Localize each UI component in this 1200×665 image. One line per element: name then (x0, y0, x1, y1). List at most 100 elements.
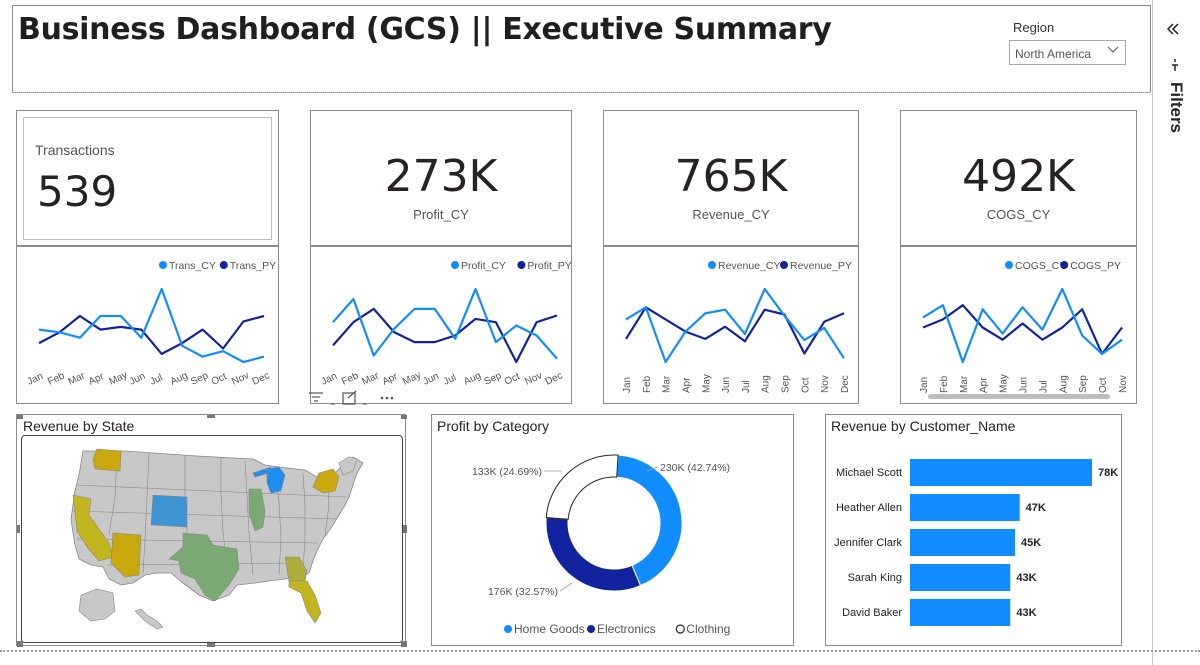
state-illinois[interactable] (248, 488, 266, 532)
resize-handles[interactable] (17, 415, 407, 647)
state-alaska (78, 588, 116, 622)
series-line-cogs_py[interactable] (922, 304, 1123, 356)
leader-line (559, 582, 573, 592)
legend-label: Trans_CY (169, 260, 216, 272)
filter-icon[interactable] (1169, 58, 1181, 72)
line-chart-svg[interactable]: COGS_CY COGS_PY Jan Feb Mar Apr May Jun Jul Aug Se… (901, 247, 1138, 405)
more-options-icon[interactable] (380, 396, 394, 400)
legend-dot (780, 261, 788, 269)
profit-by-category-card[interactable]: Profit by Category 230K (42.74%) 176K (32… (431, 414, 794, 646)
legend-label[interactable]: Electronics (597, 622, 656, 636)
map-selection-frame (21, 435, 403, 643)
kpi-value: 273K (384, 151, 498, 202)
region-label: Region (1013, 20, 1055, 35)
series-line-revenue_py[interactable] (625, 306, 845, 355)
focus-mode-icon[interactable] (342, 390, 357, 405)
bar-chart-title: Revenue by Customer_Name (831, 418, 1016, 434)
state-colorado[interactable] (150, 494, 188, 528)
legend-dot (451, 261, 459, 269)
bar-category-label: Heather Allen (836, 502, 902, 514)
legend-dot (1060, 261, 1069, 269)
x-tick-label: May (107, 370, 129, 388)
line-chart-svg[interactable]: Revenue_CY Revenue_PY Jan Feb Mar Apr May Jun Ju… (604, 247, 860, 405)
x-tick-label: Apr (87, 371, 106, 388)
legend-label: COGS_CY (1015, 260, 1066, 272)
x-tick-label: Aug (761, 375, 772, 393)
x-tick-label: Jun (721, 377, 732, 393)
state-georgia[interactable] (284, 556, 308, 582)
collapse-chevrons-icon[interactable] (1166, 22, 1180, 36)
donut-slice-clothing[interactable] (545, 454, 619, 520)
x-tick-label: Feb (340, 370, 361, 387)
state-hawaii (134, 608, 164, 630)
kpi-card-cogs[interactable]: 492K COGS_CY (900, 110, 1137, 246)
state-arizona[interactable] (110, 532, 142, 578)
x-tick-label: Nov (523, 370, 544, 387)
bar-chart[interactable]: Michael Scott 78K Heather Allen 47K Jennifer… (826, 415, 1123, 647)
bar-jennifer-clark[interactable] (910, 529, 1015, 556)
divider (12, 92, 1151, 93)
series-line-revenue_cy[interactable] (625, 287, 845, 364)
donut-title: Profit by Category (437, 418, 550, 434)
bar-data-label: 43K (1016, 607, 1036, 619)
cogs-line-chart[interactable]: COGS_CY COGS_PY Jan Feb Mar Apr May Jun Jul Aug Se… (900, 246, 1137, 404)
x-tick-label: Jul (148, 372, 164, 387)
horizontal-scrollbar[interactable] (928, 394, 1110, 399)
state-florida[interactable] (288, 580, 322, 624)
legend-label[interactable]: Home Goods (514, 622, 585, 636)
filters-label: Filters (1167, 82, 1186, 134)
filter-lines-icon[interactable] (309, 392, 323, 402)
revenue-by-customer-card[interactable]: Revenue by Customer_Name Michael Scott 78… (825, 414, 1122, 646)
kpi-card-revenue[interactable]: 765K Revenue_CY (603, 110, 859, 246)
bar-data-label: 47K (1026, 502, 1046, 514)
state-washington[interactable] (92, 448, 122, 472)
donut-slice-electronics[interactable] (545, 517, 642, 592)
series-line-trans_py[interactable] (38, 314, 265, 356)
x-tick-label: Oct (1098, 377, 1109, 393)
series-line-trans_cy[interactable] (38, 287, 265, 364)
series-line-profit_cy[interactable] (332, 287, 558, 360)
kpi-card-profit[interactable]: 273K Profit_CY (310, 110, 572, 246)
series-line-cogs_cy[interactable] (922, 287, 1123, 364)
donut-slice-home-goods[interactable] (616, 454, 683, 587)
x-tick-label: Dec (840, 375, 851, 393)
x-tick-label: Apr (681, 377, 692, 393)
trans-line-chart[interactable]: Trans_CY Trans_PY Jan Feb Mar Apr May Jun Jul Aug… (16, 246, 279, 404)
x-tick-label: Jul (1038, 380, 1049, 393)
page-bottom-divider (0, 650, 1200, 652)
us-map[interactable] (17, 415, 407, 647)
chevron-down-icon (1107, 46, 1119, 53)
donut-chart[interactable]: 230K (42.74%) 176K (32.57%) 133K (24.69%) H… (432, 415, 795, 647)
state-texas[interactable] (168, 532, 240, 602)
region-dropdown[interactable]: North America (1009, 40, 1126, 65)
series-line-profit_py[interactable] (332, 307, 558, 364)
profit-line-chart[interactable]: Profit_CY Profit_PY Jan Feb Mar Apr May Jun Jul A… (310, 246, 572, 404)
state-new-york[interactable] (312, 468, 340, 494)
kpi-card-transactions[interactable]: Transactions 539 (16, 110, 279, 246)
x-tick-label: Nov (230, 370, 251, 387)
state-michigan[interactable] (252, 466, 286, 494)
bar-sarah-king[interactable] (910, 564, 1011, 591)
x-tick-label: Mar (959, 375, 970, 393)
legend-dot (1005, 261, 1013, 269)
x-tick-label: Jun (421, 371, 440, 388)
revenue-line-chart[interactable]: Revenue_CY Revenue_PY Jan Feb Mar Apr May Jun Ju… (603, 246, 859, 404)
revenue-by-state-map-card[interactable]: Revenue by State (16, 414, 407, 647)
bar-heather-allen[interactable] (910, 494, 1020, 521)
x-tick-label: Mar (360, 370, 381, 388)
bar-michael-scott[interactable] (910, 459, 1092, 486)
legend-dot (517, 261, 526, 269)
legend-dot (504, 625, 512, 633)
legend-label: Profit_CY (461, 260, 506, 272)
filters-pane-toggle[interactable]: Filters (1160, 82, 1188, 152)
bar-data-label: 78K (1098, 467, 1118, 479)
legend-dot (675, 624, 685, 634)
x-tick-label: Nov (820, 375, 831, 393)
bar-david-baker[interactable] (910, 599, 1011, 626)
legend-label[interactable]: Clothing (686, 622, 730, 636)
legend-dot (219, 261, 228, 269)
bar-category-label: David Baker (842, 607, 902, 619)
x-tick-label: Mar (67, 370, 88, 388)
